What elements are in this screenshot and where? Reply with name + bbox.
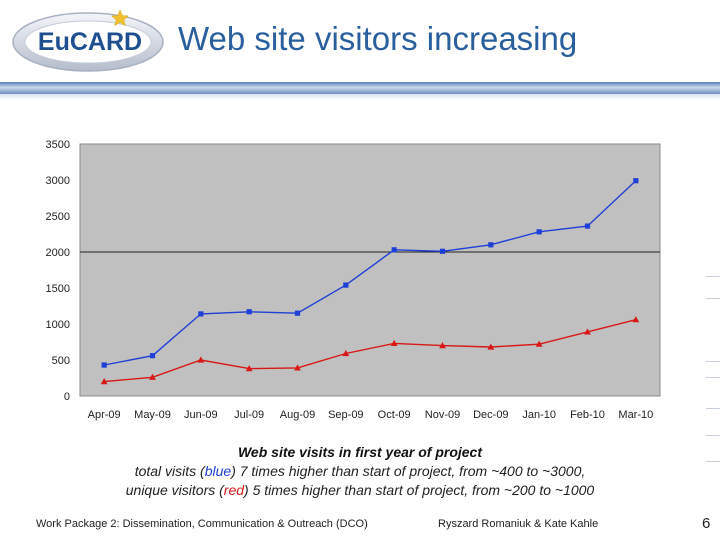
visits-line-chart: 0 500 1000 1500 2000 2500 3000 3500 Apr-09 May-09… [46, 139, 661, 421]
slide-title: Web site visitors increasing [178, 20, 578, 57]
x-tick-label: Apr-09 [88, 409, 121, 421]
data-point [632, 316, 640, 323]
data-point [488, 242, 494, 248]
caption-line-total: total visits (blue) 7 times higher than … [0, 462, 720, 481]
x-tick-label: Jul-09 [234, 409, 264, 421]
data-point [343, 282, 349, 288]
y-tick-label: 2500 [46, 211, 70, 223]
data-point [245, 365, 253, 372]
caption-title: Web site visits in first year of project [237, 444, 483, 460]
data-point [101, 362, 107, 368]
series-line [104, 180, 637, 366]
header-band [0, 82, 720, 100]
data-point [536, 229, 542, 235]
caption-total-color-word: blue [204, 463, 232, 479]
data-point [198, 311, 204, 317]
data-point [149, 373, 156, 380]
data-point [391, 247, 397, 253]
data-point [246, 309, 252, 315]
data-point [584, 223, 591, 229]
caption-unique-before: unique visitors ( [125, 482, 224, 498]
caption-total-before: total visits ( [134, 463, 205, 479]
caption-unique-color-word: red [223, 482, 245, 498]
y-tick-label: 2000 [46, 247, 70, 259]
x-tick-label: May-09 [134, 409, 171, 421]
logo-text: EuCARD [38, 28, 142, 56]
footer-authors: Ryszard Romaniuk & Kate Kahle [438, 518, 599, 530]
y-tick-label: 500 [52, 355, 70, 367]
data-point [149, 353, 156, 359]
data-point [294, 310, 301, 316]
page-number: 6 [702, 515, 711, 532]
series-line [104, 319, 636, 383]
x-tick-label: Feb-10 [570, 409, 605, 421]
plot-area [79, 143, 661, 397]
edge-decoration [706, 377, 720, 378]
caption: Web site visits in first year of project… [0, 443, 720, 500]
x-tick-label: Jun-09 [184, 409, 218, 421]
data-point [535, 340, 543, 347]
caption-total-after: ) 7 times higher than start of project, … [231, 463, 586, 479]
edge-decoration [706, 461, 720, 462]
data-point [439, 248, 446, 254]
footer-work-package: Work Package 2: Dissemination, Communica… [36, 518, 368, 530]
x-tick-label: Sep-09 [328, 409, 363, 421]
edge-decoration [706, 276, 720, 277]
data-point [294, 364, 301, 371]
caption-unique-after: ) 5 times higher than start of project, … [244, 482, 595, 498]
data-point [100, 378, 108, 385]
data-point [390, 339, 398, 347]
y-tick-label: 1500 [46, 283, 70, 295]
x-tick-label: Dec-09 [473, 409, 508, 421]
edge-decoration [706, 408, 720, 409]
y-tick-label: 0 [64, 391, 70, 403]
y-tick-label: 3500 [46, 139, 70, 151]
x-tick-label: Jan-10 [522, 409, 556, 421]
data-point [197, 356, 205, 363]
edge-decoration [706, 435, 720, 436]
eucard-logo: EuCARD [12, 9, 164, 72]
x-tick-label: Nov-09 [425, 409, 460, 421]
data-point [487, 343, 495, 350]
data-point [439, 342, 446, 349]
data-point [584, 328, 591, 335]
x-tick-label: Mar-10 [618, 409, 653, 421]
y-tick-label: 3000 [46, 175, 70, 187]
data-point [633, 178, 639, 184]
data-point [342, 349, 350, 357]
x-tick-label: Oct-09 [378, 409, 411, 421]
y-tick-label: 1000 [46, 319, 70, 331]
edge-decoration [706, 361, 720, 362]
x-tick-label: Aug-09 [280, 409, 315, 421]
caption-line-unique: unique visitors (red) 5 times higher tha… [0, 481, 720, 500]
edge-decoration [706, 298, 720, 299]
